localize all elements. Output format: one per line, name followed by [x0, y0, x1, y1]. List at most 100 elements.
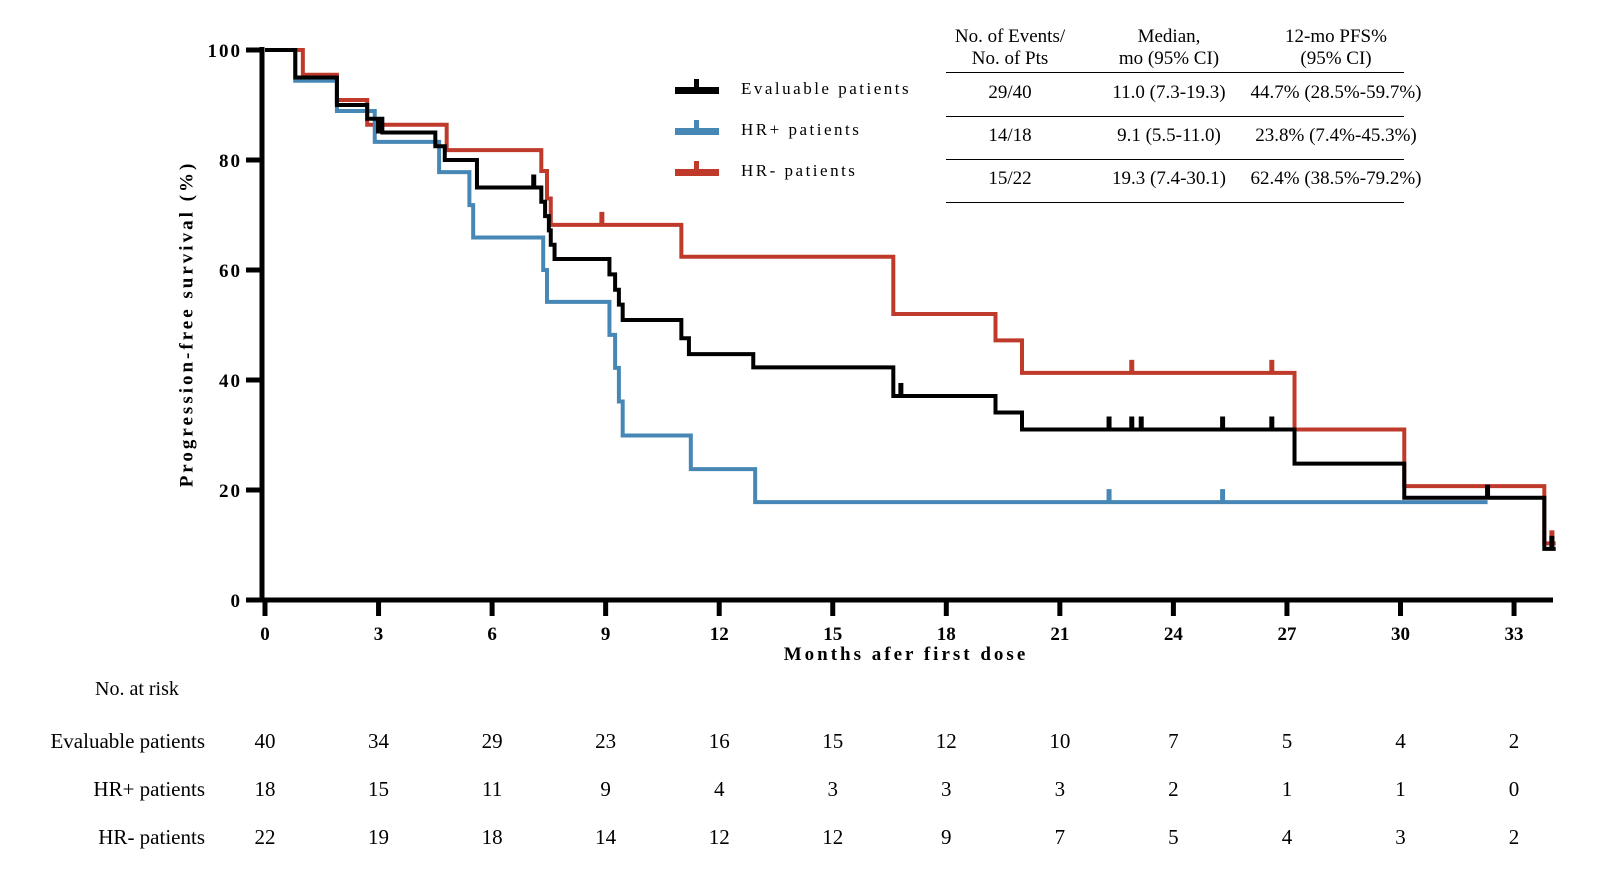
- stats-cell: 9.1 (5.5-11.0): [1117, 125, 1221, 146]
- censor-mark-evaluable-patients: [898, 382, 904, 397]
- hr-plus-censor-tick-icon: [694, 120, 699, 131]
- risk-count: 7: [1168, 729, 1179, 753]
- risk-count: 9: [600, 777, 611, 801]
- km-curve-hr-patients: [265, 48, 1488, 505]
- censor-mark-hr-patients: [1220, 489, 1226, 504]
- y-tick-label: 0: [231, 591, 243, 612]
- risk-count: 9: [941, 825, 952, 849]
- hr-plus-line-swatch-icon: [675, 128, 719, 135]
- risk-count: 3: [941, 777, 952, 801]
- km-curve-hr-patients: [265, 48, 1556, 546]
- censor-mark-hr-patients: [1269, 359, 1275, 374]
- risk-count: 5: [1281, 729, 1293, 753]
- x-tick-label: 3: [374, 624, 384, 645]
- risk-count: 4: [1281, 825, 1293, 849]
- censor-mark-evaluable-patients: [531, 174, 537, 189]
- risk-row-label-evaluable: Evaluable patients: [50, 729, 205, 753]
- censor-mark-evaluable-patients: [1106, 416, 1112, 431]
- censor-mark-hr-patients: [1106, 489, 1112, 504]
- censor-mark-evaluable-patients: [1549, 535, 1555, 550]
- censor-mark-hr-patients: [1129, 359, 1135, 374]
- stats-cell: 14/18: [988, 125, 1032, 146]
- stats-header-line: mo (95% CI): [1118, 48, 1220, 69]
- risk-count: 7: [1054, 825, 1066, 849]
- x-tick-label: 27: [1277, 624, 1297, 645]
- risk-count: 1: [1281, 777, 1293, 801]
- y-tick-label: 60: [219, 261, 242, 282]
- y-tick-label: 100: [208, 41, 243, 62]
- stats-cell: 11.0 (7.3-19.3): [1112, 82, 1226, 103]
- table-rule: [946, 202, 1404, 203]
- risk-count: 2: [1508, 729, 1520, 753]
- hr-minus-censor-tick-icon: [694, 161, 699, 172]
- stats-header-median: Median, mo (95% CI): [1089, 26, 1249, 70]
- risk-count: 10: [1049, 729, 1071, 753]
- table-rule: [946, 159, 1404, 160]
- risk-count: 11: [481, 777, 503, 801]
- evaluable-line-swatch-icon: [675, 87, 719, 94]
- legend-label: HR+ patients: [741, 120, 862, 139]
- x-tick-label: 6: [487, 624, 497, 645]
- risk-count: 4: [1395, 729, 1406, 753]
- risk-count: 12: [708, 825, 730, 849]
- stats-header-line: Median,: [1137, 26, 1201, 47]
- risk-count: 18: [481, 825, 503, 849]
- censor-mark-hr-patients: [599, 211, 605, 226]
- risk-count: 29: [481, 729, 503, 753]
- censor-mark-evaluable-patients: [1138, 416, 1144, 431]
- stats-header-line: No. of Pts: [971, 48, 1049, 69]
- risk-count: 2: [1168, 777, 1179, 801]
- censor-mark-evaluable-patients: [1269, 416, 1275, 431]
- table-rule: [946, 72, 1404, 73]
- risk-count: 15: [368, 777, 390, 801]
- stats-header-pfs: 12-mo PFS% (95% CI): [1226, 26, 1446, 70]
- risk-count: 34: [368, 729, 390, 753]
- risk-count: 3: [1395, 825, 1406, 849]
- legend-label: HR- patients: [741, 161, 858, 180]
- risk-row-label-hr-plus: HR+ patients: [93, 777, 205, 801]
- risk-count: 40: [254, 729, 276, 753]
- km-plot: 100 80 60 40 20 00 3 6 9 12 15 18 21 24 27 30 33: [208, 41, 1556, 645]
- censor-mark-evaluable-patients: [1220, 416, 1226, 431]
- legend-label: Evaluable patients: [741, 79, 912, 98]
- risk-count: 3: [1054, 777, 1066, 801]
- stats-header-events: No. of Events/ No. of Pts: [930, 26, 1090, 70]
- risk-table-title: No. at risk: [95, 678, 179, 700]
- y-axis-title: Progression-free survival (%): [176, 160, 198, 488]
- x-tick-label: 24: [1164, 624, 1184, 645]
- stats-cell: 19.3 (7.4-30.1): [1112, 168, 1226, 189]
- stats-header-line: (95% CI): [1300, 48, 1372, 69]
- x-tick-label: 0: [260, 624, 270, 645]
- risk-count: 23: [595, 729, 617, 753]
- risk-count: 14: [595, 825, 617, 849]
- censor-mark-evaluable-patients: [376, 119, 382, 134]
- km-curve-evaluable-patients: [265, 48, 1556, 551]
- stats-cell: 15/22: [988, 168, 1032, 189]
- x-tick-label: 9: [601, 624, 611, 645]
- risk-count: 12: [822, 825, 844, 849]
- x-tick-label: 30: [1391, 624, 1410, 645]
- risk-count: 5: [1168, 825, 1179, 849]
- evaluable-censor-tick-icon: [694, 79, 699, 90]
- stats-cell: 44.7% (28.5%-59.7%): [1250, 82, 1422, 103]
- stats-header-line: 12-mo PFS%: [1285, 26, 1387, 47]
- risk-count: 2: [1508, 825, 1520, 849]
- x-tick-label: 33: [1505, 624, 1524, 645]
- stats-cell: 62.4% (38.5%-79.2%): [1250, 168, 1422, 189]
- risk-count: 3: [827, 777, 839, 801]
- y-tick-label: 80: [219, 151, 242, 172]
- y-tick-label: 20: [219, 481, 242, 502]
- x-tick-label: 18: [937, 624, 956, 645]
- stats-cell: 29/40: [988, 82, 1032, 103]
- risk-count: 15: [822, 729, 844, 753]
- censor-mark-evaluable-patients: [1485, 484, 1491, 499]
- x-tick-label: 12: [710, 624, 729, 645]
- table-rule: [946, 116, 1404, 117]
- hr-minus-line-swatch-icon: [675, 169, 719, 176]
- risk-count: 1: [1395, 777, 1406, 801]
- x-tick-label: 15: [823, 624, 842, 645]
- x-axis-title: Months afer first dose: [783, 644, 1029, 665]
- risk-count: 22: [254, 825, 276, 849]
- censor-mark-evaluable-patients: [1129, 416, 1135, 431]
